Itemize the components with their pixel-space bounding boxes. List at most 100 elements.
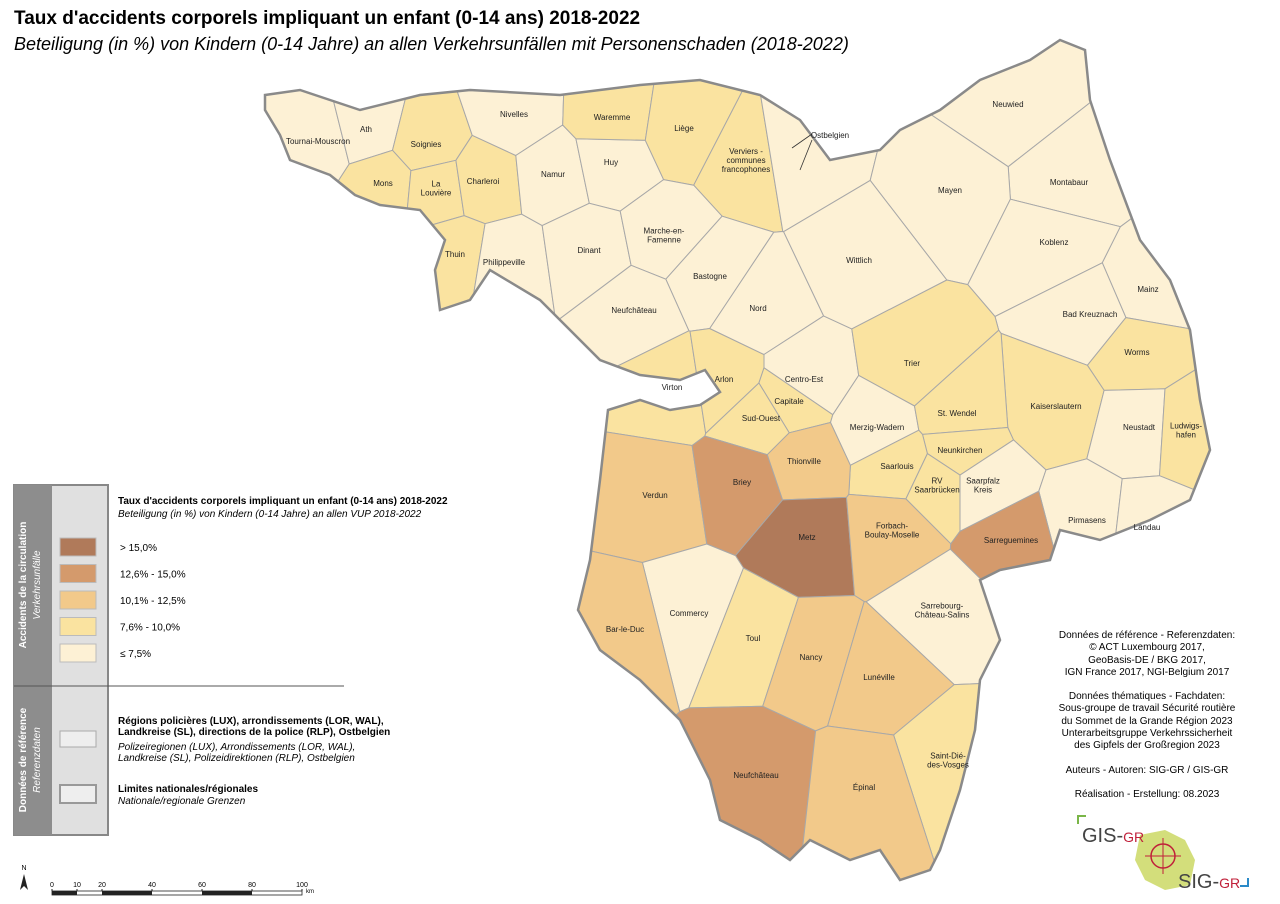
legend-subtitle: Beteiligung (in %) von Kindern (0-14 Jah… — [118, 509, 422, 520]
region-label: Centro-Est — [785, 375, 824, 384]
region — [265, 40, 350, 335]
logo-text: SIG- — [1178, 871, 1219, 893]
region-label: Épinal — [853, 783, 875, 792]
region-label-line: Briey — [733, 478, 751, 487]
credit-line: GeoBasis-DE / BKG 2017, — [1088, 654, 1206, 666]
region-label-line: Dinant — [577, 246, 601, 255]
region-label: Ludwigs-hafen — [1170, 422, 1202, 440]
credit-group: Données de référence - Referenzdaten: © A… — [1040, 630, 1254, 679]
region-label-line: Worms — [1124, 348, 1149, 357]
region-label: Capitale — [774, 397, 804, 406]
scale-label: 100 — [296, 882, 308, 889]
region-label-line: Mons — [373, 179, 393, 188]
region-label: La Louvière — [421, 180, 452, 198]
region-label: Saarlouis — [880, 462, 913, 471]
legend-label: 10,1% - 12,5% — [120, 596, 186, 607]
credits: Données de référence - Referenzdaten: © A… — [1040, 630, 1254, 813]
region-label: Pirmasens — [1068, 516, 1106, 525]
region-label-line: Saarlouis — [880, 462, 913, 471]
region-label-line: hafen — [1176, 431, 1196, 440]
region-label: Namur — [541, 170, 565, 179]
credit-line: Unterarbeitsgruppe Verkehrssicherheit — [1061, 728, 1233, 740]
legend-side-subtitle: Referenzdaten — [32, 727, 43, 793]
region-label-line: Château-Salins — [915, 611, 970, 620]
scale-segment — [52, 891, 77, 895]
region-label-line: Huy — [604, 158, 618, 167]
region-label: Metz — [798, 533, 815, 542]
region-label-line: Centro-Est — [785, 375, 824, 384]
region-label-line: Bar-le-Duc — [606, 625, 644, 634]
region-label-line: francophones — [722, 165, 770, 174]
region-label-line: Marche-en- — [644, 227, 685, 236]
region-label-line: Montabaur — [1050, 178, 1089, 187]
region — [468, 705, 817, 880]
region-label-line: Ostbelgien — [811, 131, 849, 140]
scale-label: 20 — [98, 882, 106, 889]
region-label-line: Nivelles — [500, 110, 528, 119]
region-label: Verviers -communes francophones — [722, 147, 770, 174]
credit-line: © ACT Luxembourg 2017, — [1089, 642, 1205, 654]
legend-label: > 15,0% — [120, 543, 157, 554]
region-label-line: Kreis — [974, 486, 992, 495]
legend-side-subtitle: Verkehrsunfälle — [32, 550, 43, 620]
region-label: Nivelles — [500, 110, 528, 119]
region-label: Neufchâteau — [733, 771, 778, 780]
credit-group: Réalisation - Erstellung: 08.2023 — [1040, 789, 1254, 801]
scale-label: 60 — [198, 882, 206, 889]
logo-text: GR — [1123, 829, 1144, 845]
region-label-line: Neuwied — [992, 100, 1023, 109]
region-label: Huy — [604, 158, 618, 167]
region-label-line: communes — [726, 156, 765, 165]
credit-group: Auteurs - Autoren: SIG-GR / GIS-GR — [1040, 765, 1254, 777]
region-label-line: Neufchâteau — [733, 771, 778, 780]
logo: GIS-GR SIG-GR — [1077, 815, 1249, 893]
region-label-line: Kaiserslautern — [1030, 402, 1081, 411]
region-label: Forbach-Boulay-Moselle — [865, 522, 920, 540]
credit-line: IGN France 2017, NGI-Belgium 2017 — [1064, 666, 1230, 678]
scale-label: 80 — [248, 882, 256, 889]
region-label-line: Thionville — [787, 457, 821, 466]
credit-group: Données thématiques - Fachdaten: Sous-gro… — [1040, 691, 1254, 752]
legend-ref-title: Régions policières (LUX), arrondissement… — [118, 716, 391, 738]
scale-segment — [102, 891, 152, 895]
logo-text: GIS- — [1082, 825, 1123, 847]
region-label-line: Wittlich — [846, 256, 872, 265]
region-label-line: Arlon — [715, 375, 734, 384]
region-label: Marche-en-Famenne — [644, 227, 685, 245]
region-label: Montabaur — [1050, 178, 1089, 187]
legend-label: 7,6% - 10,0% — [120, 623, 180, 634]
region-label-line: Sud-Ouest — [742, 414, 781, 423]
region-label: Nord — [749, 304, 766, 313]
credit-line: du Sommet de la Grande Région 2023 — [1061, 715, 1233, 727]
region-label-line: Charleroi — [467, 177, 500, 186]
region-label: Philippeville — [483, 258, 526, 267]
region-label-line: Famenne — [647, 236, 681, 245]
region-label-line: Metz — [798, 533, 815, 542]
credit-line: Données de référence - Referenzdaten: — [1058, 630, 1236, 641]
region-label: Arlon — [715, 375, 734, 384]
region-label-line: Toul — [746, 634, 761, 643]
region-label-line: Pirmasens — [1068, 516, 1106, 525]
region-label-line: Liège — [674, 124, 694, 133]
region-label: Liège — [674, 124, 694, 133]
legend-ref-subtitle: Nationale/regionale Grenzen — [118, 796, 246, 807]
north-label: N — [21, 865, 26, 872]
region-label: Bad Kreuznach — [1063, 310, 1118, 319]
region-label: RV Saarbrücken — [914, 477, 959, 495]
region-label-line: Nancy — [800, 653, 823, 662]
region-label-line: Landau — [1134, 523, 1161, 532]
region-label-line: Ath — [360, 125, 372, 134]
region-label: Briey — [733, 478, 751, 487]
region-label: Ostbelgien — [811, 131, 849, 140]
region-label-line: Waremme — [594, 113, 631, 122]
region-label-line: Verdun — [642, 491, 667, 500]
region — [265, 506, 681, 880]
region-label: Toul — [746, 634, 761, 643]
region-label-line: Lunéville — [863, 673, 895, 682]
legend-ref-title: Limites nationales/régionales — [118, 784, 259, 795]
legend-side-title: Accidents de la circulation — [18, 522, 29, 649]
region-label: Ath — [360, 125, 372, 134]
logo-text: GR — [1219, 875, 1240, 891]
region-label-line: Verviers - — [729, 147, 763, 156]
subtitle: Beteiligung (in %) von Kindern (0-14 Jah… — [14, 34, 849, 54]
